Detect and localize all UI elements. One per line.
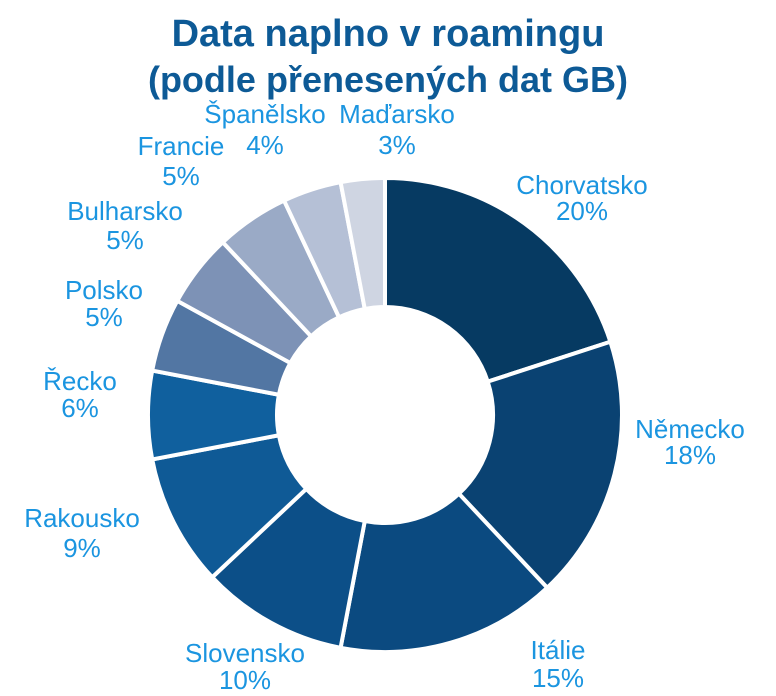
slice-label: Německo — [635, 414, 745, 444]
slice-2 — [456, 339, 624, 591]
slice-label: Bulharsko — [67, 196, 183, 226]
slice-label: Chorvatsko — [516, 170, 648, 200]
slice-percent-label: 10% — [219, 665, 271, 695]
slice-label: Maďarsko — [339, 99, 455, 129]
slice-percent-label: 5% — [85, 302, 123, 332]
slice-label: Rakousko — [24, 503, 140, 533]
slice-label: Itálie — [531, 635, 586, 665]
slice-3 — [338, 490, 551, 654]
slice-label: Francie — [138, 131, 225, 161]
slice-percent-label: 15% — [532, 663, 584, 693]
slice-percent-label: 6% — [61, 393, 99, 423]
slice-label: Polsko — [65, 275, 143, 305]
slice-percent-label: 4% — [246, 130, 284, 160]
slice-label: Španělsko — [204, 99, 325, 129]
chart-title: Data naplno v roamingu — [171, 13, 605, 55]
slice-percent-label: 18% — [664, 440, 716, 470]
slice-percent-label: 3% — [378, 130, 416, 160]
slice-percent-label: 5% — [162, 161, 200, 191]
slice-percent-label: 5% — [106, 225, 144, 255]
chart-subtitle: (podle přenesených dat GB) — [147, 59, 629, 100]
slice-label: Řecko — [43, 366, 117, 396]
slice-percent-label: 9% — [63, 533, 101, 563]
slice-label: Slovensko — [185, 638, 305, 668]
slices-group — [146, 175, 624, 654]
slice-11 — [338, 175, 387, 312]
slice-1 — [383, 175, 613, 385]
slice-percent-label: 20% — [556, 196, 608, 226]
